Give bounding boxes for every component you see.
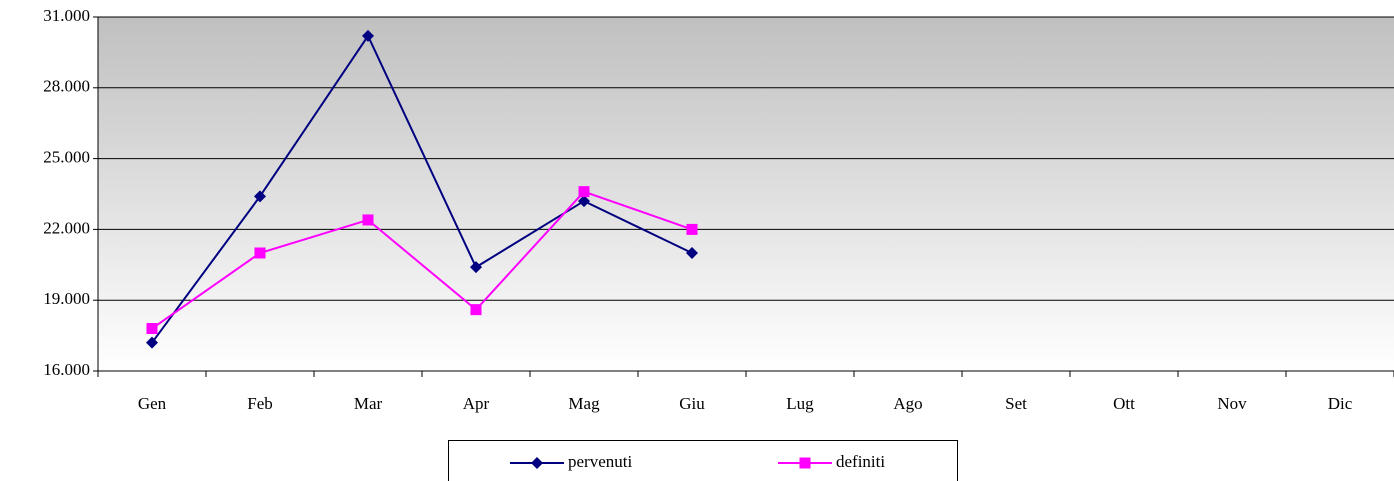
- legend-marker: [799, 457, 811, 469]
- x-tick-label: Apr: [463, 394, 490, 413]
- y-tick-label: 31.000: [43, 6, 90, 25]
- data-point: [362, 214, 374, 226]
- series-line: [151, 190, 693, 330]
- data-point: [146, 336, 158, 349]
- plot-area: [98, 17, 1394, 371]
- x-tick-label: Set: [1005, 394, 1027, 413]
- data-point: [470, 304, 482, 316]
- x-tick-label: Dic: [1328, 394, 1353, 413]
- data-point: [254, 247, 266, 259]
- data-point: [362, 29, 374, 42]
- data-point: [686, 223, 698, 235]
- series-line: [151, 33, 693, 344]
- x-tick-label: Mar: [354, 394, 383, 413]
- data-point: [686, 247, 698, 259]
- x-tick-label: Lug: [786, 394, 814, 413]
- x-tick-label: Ott: [1113, 394, 1135, 413]
- x-tick-label: Gen: [138, 394, 167, 413]
- y-tick-label: 16.000: [43, 360, 90, 379]
- x-tick-label: Giu: [679, 394, 705, 413]
- y-tick-label: 19.000: [43, 289, 90, 308]
- y-tick-label: 22.000: [43, 218, 90, 237]
- x-tick-label: Feb: [247, 394, 273, 413]
- y-tick-label: 28.000: [43, 77, 90, 96]
- x-tick-label: Nov: [1217, 394, 1247, 413]
- y-tick-label: 25.000: [43, 148, 90, 167]
- data-point: [146, 323, 158, 335]
- data-point: [578, 186, 590, 198]
- data-point: [578, 195, 590, 208]
- x-tick-label: Mag: [568, 394, 600, 413]
- data-point: [254, 190, 266, 203]
- data-point: [470, 261, 482, 274]
- legend-marker: [531, 457, 543, 469]
- legend-label: definiti: [836, 452, 885, 471]
- legend-label: pervenuti: [568, 452, 632, 471]
- x-tick-label: Ago: [893, 394, 922, 413]
